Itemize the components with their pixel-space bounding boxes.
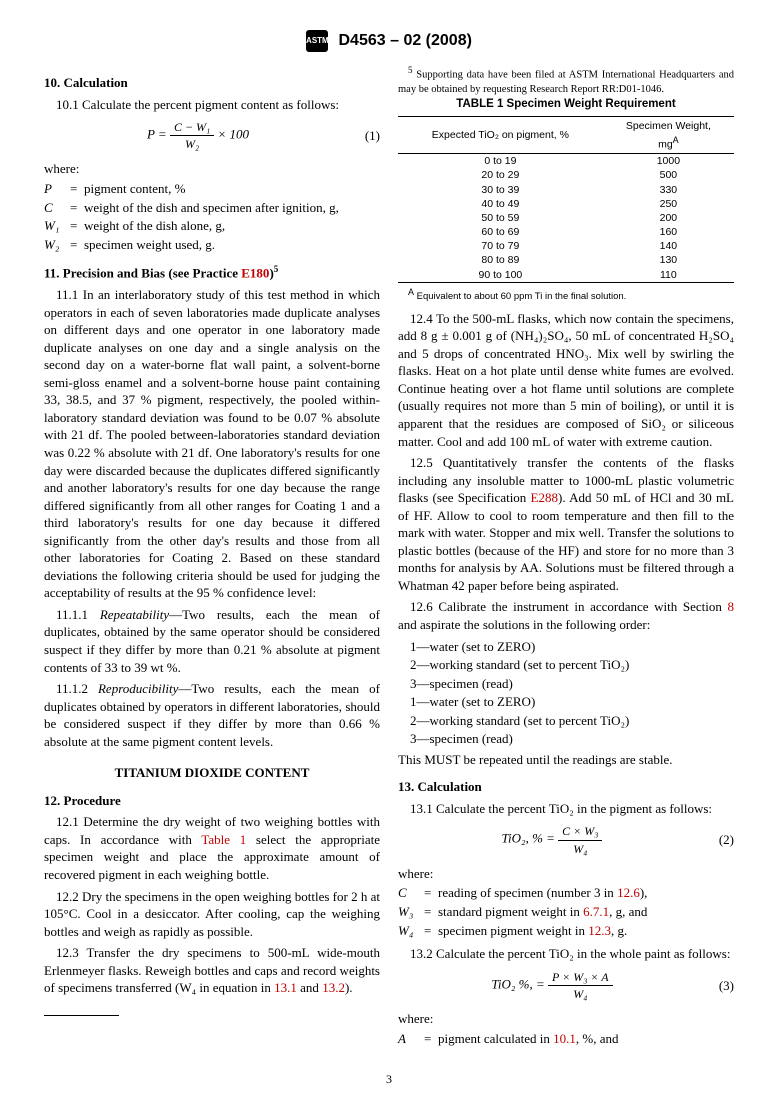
link-section-8[interactable]: 8 xyxy=(728,599,735,614)
table-row: 60 to 69160 xyxy=(398,225,734,239)
para-12-6-note: This MUST be repeated until the readings… xyxy=(398,751,734,769)
section-11-heading: 11. Precision and Bias (see Practice E18… xyxy=(44,263,380,282)
eq1-lhs: P = xyxy=(147,127,167,142)
section-13-heading: 13. Calculation xyxy=(398,778,734,796)
table-1-title: TABLE 1 Specimen Weight Requirement xyxy=(398,97,734,113)
order-line: 2—working standard (set to percent TiO₂) xyxy=(410,712,734,730)
para-12-5: 12.5 Quantitatively transfer the content… xyxy=(398,454,734,594)
table-row: 20 to 29500 xyxy=(398,168,734,182)
para-11-1-1: 11.1.1 Repeatability—Two results, each t… xyxy=(44,606,380,676)
order-line: 3—specimen (read) xyxy=(410,730,734,748)
link-10-1[interactable]: 10.1 xyxy=(553,1031,576,1046)
eq2-numerator: C × W₃ xyxy=(558,823,602,840)
where-label-13a: where: xyxy=(398,865,734,883)
eq2-denominator: W₄ xyxy=(558,841,602,857)
footnote-5: 5 Supporting data have been filed at AST… xyxy=(398,64,734,97)
eq1-numerator: C − W₁ xyxy=(170,119,214,136)
table-row: 70 to 79140 xyxy=(398,239,734,253)
titanium-subtitle: TITANIUM DIOXIDE CONTENT xyxy=(44,764,380,782)
para-12-1: 12.1 Determine the dry weight of two wei… xyxy=(44,813,380,883)
table-1-col1-header: Expected TiO₂ on pigment, % xyxy=(398,117,603,154)
table-row: 80 to 89130 xyxy=(398,253,734,267)
para-13-2: 13.2 Calculate the percent TiO₂ in the w… xyxy=(398,945,734,963)
table-1: TABLE 1 Specimen Weight Requirement Expe… xyxy=(398,97,734,304)
para-10-1: 10.1 Calculate the percent pigment conte… xyxy=(44,96,380,114)
ref-link[interactable]: 12.6 xyxy=(617,885,640,900)
eq3-lhs: TiO₂ %, = xyxy=(491,976,548,991)
eq2-lhs: TiO₂, % = xyxy=(502,831,559,846)
para-11-1: 11.1 In an interlaboratory study of this… xyxy=(44,286,380,602)
page-number: 3 xyxy=(44,1071,734,1087)
where-list-10: P=pigment content, %C=weight of the dish… xyxy=(44,180,380,253)
where-row: P=pigment content, % xyxy=(44,180,380,198)
where-row: W₄=specimen pigment weight in 12.3, g. xyxy=(398,922,734,940)
eq1-number: (1) xyxy=(352,127,380,145)
where-row: C=weight of the dish and specimen after … xyxy=(44,199,380,217)
table-row: 90 to 100110 xyxy=(398,268,734,283)
table-1-col2-header: Specimen Weight, mgA xyxy=(603,117,734,154)
table-row: 0 to 191000 xyxy=(398,154,734,169)
where-row: W₃=standard pigment weight in 6.7.1, g, … xyxy=(398,903,734,921)
equation-3: TiO₂ %, = P × W₃ × A W₄ (3) xyxy=(398,969,734,1002)
eq1-denominator: W₂ xyxy=(170,136,214,152)
equation-1: P = C − W₁ W₂ × 100 (1) xyxy=(44,119,380,152)
where-row: W₁=weight of the dish alone, g, xyxy=(44,217,380,235)
where-list-13a: C=reading of specimen (number 3 in 12.6)… xyxy=(398,884,734,939)
order-line: 1—water (set to ZERO) xyxy=(410,693,734,711)
eq3-denominator: W₄ xyxy=(548,986,613,1002)
link-e180[interactable]: E180 xyxy=(241,266,269,281)
eq1-tail: × 100 xyxy=(217,127,249,142)
para-12-2: 12.2 Dry the specimens in the open weigh… xyxy=(44,888,380,941)
para-12-4: 12.4 To the 500-mL flasks, which now con… xyxy=(398,310,734,450)
aspiration-order-list: 1—water (set to ZERO)2—working standard … xyxy=(410,638,734,748)
order-line: 3—specimen (read) xyxy=(410,675,734,693)
eq3-number: (3) xyxy=(706,977,734,995)
where-row: W₂=specimen weight used, g. xyxy=(44,236,380,254)
table-row: 40 to 49250 xyxy=(398,197,734,211)
link-e288[interactable]: E288 xyxy=(531,490,558,505)
where-row: C=reading of specimen (number 3 in 12.6)… xyxy=(398,884,734,902)
where-sym-A: A xyxy=(398,1030,424,1048)
eq3-numerator: P × W₃ × A xyxy=(548,969,613,986)
link-13-2[interactable]: 13.2 xyxy=(322,980,345,995)
link-table1[interactable]: Table 1 xyxy=(201,832,246,847)
order-line: 1—water (set to ZERO) xyxy=(410,638,734,656)
where-label-10: where: xyxy=(44,160,380,178)
document-header: ASTM D4563 – 02 (2008) xyxy=(44,30,734,52)
table-row: 50 to 59200 xyxy=(398,211,734,225)
para-11-1-2: 11.1.2 Reproducibility—Two results, each… xyxy=(44,680,380,750)
section-12-heading: 12. Procedure xyxy=(44,792,380,810)
footnote-separator xyxy=(44,1015,119,1016)
designation-number: D4563 – 02 (2008) xyxy=(339,32,472,49)
table-1-footnote: A Equivalent to about 60 ppm Ti in the f… xyxy=(398,286,734,304)
ref-link[interactable]: 12.3 xyxy=(588,923,611,938)
equation-2: TiO₂, % = C × W₃ W₄ (2) xyxy=(398,823,734,856)
ref-link[interactable]: 6.7.1 xyxy=(583,904,609,919)
table-row: 30 to 39330 xyxy=(398,183,734,197)
para-12-6: 12.6 Calibrate the instrument in accorda… xyxy=(398,598,734,633)
where-label-13b: where: xyxy=(398,1010,734,1028)
para-12-3: 12.3 Transfer the dry specimens to 500-m… xyxy=(44,944,380,997)
eq2-number: (2) xyxy=(706,831,734,849)
where-list-13b: A = pigment calculated in 10.1, %, and xyxy=(398,1030,734,1048)
order-line: 2—working standard (set to percent TiO₂) xyxy=(410,656,734,674)
section-10-heading: 10. Calculation xyxy=(44,74,380,92)
astm-logo-icon: ASTM xyxy=(306,30,328,52)
para-13-1: 13.1 Calculate the percent TiO₂ in the p… xyxy=(398,800,734,818)
link-13-1[interactable]: 13.1 xyxy=(274,980,297,995)
